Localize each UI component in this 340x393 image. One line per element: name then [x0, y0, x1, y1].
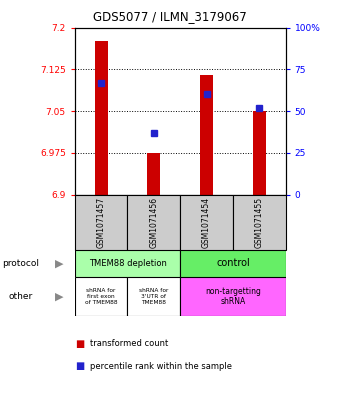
Text: other: other	[8, 292, 33, 301]
Bar	[200, 75, 213, 195]
Text: ■: ■	[75, 339, 84, 349]
Text: TMEM88 depletion: TMEM88 depletion	[88, 259, 167, 268]
Bar	[180, 277, 286, 316]
Bar	[128, 277, 180, 316]
Text: GDS5077 / ILMN_3179067: GDS5077 / ILMN_3179067	[93, 10, 247, 23]
Bar	[95, 41, 108, 195]
Text: ■: ■	[75, 361, 84, 371]
Text: shRNA for
first exon
of TMEM88: shRNA for first exon of TMEM88	[85, 288, 117, 305]
Bar	[233, 195, 286, 250]
Bar	[75, 195, 128, 250]
Bar	[75, 277, 128, 316]
Bar	[147, 153, 160, 195]
Bar	[128, 195, 180, 250]
Text: control: control	[216, 258, 250, 268]
Text: GSM1071454: GSM1071454	[202, 196, 211, 248]
Text: percentile rank within the sample: percentile rank within the sample	[90, 362, 232, 371]
Bar	[75, 250, 180, 277]
Text: shRNA for
3'UTR of
TMEM88: shRNA for 3'UTR of TMEM88	[139, 288, 169, 305]
Text: ▶: ▶	[55, 258, 64, 268]
Text: GSM1071457: GSM1071457	[97, 196, 106, 248]
Text: protocol: protocol	[2, 259, 39, 268]
Text: ▶: ▶	[55, 292, 64, 302]
Bar	[180, 195, 233, 250]
Text: GSM1071455: GSM1071455	[255, 196, 264, 248]
Bar	[253, 111, 266, 195]
Text: GSM1071456: GSM1071456	[149, 196, 158, 248]
Bar	[180, 250, 286, 277]
Text: transformed count: transformed count	[90, 340, 168, 348]
Text: non-targetting
shRNA: non-targetting shRNA	[205, 287, 261, 307]
